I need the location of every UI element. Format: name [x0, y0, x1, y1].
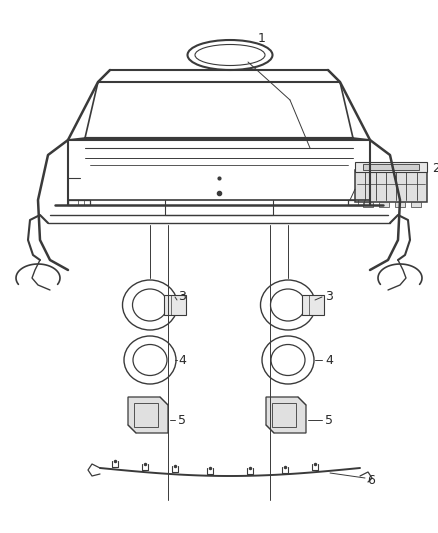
Bar: [411, 202, 421, 207]
Bar: [363, 164, 419, 170]
Text: 3: 3: [178, 290, 186, 303]
Text: 1: 1: [258, 31, 266, 44]
Polygon shape: [266, 397, 306, 433]
Polygon shape: [128, 397, 168, 433]
Bar: [164, 295, 186, 315]
Text: 2: 2: [432, 161, 438, 174]
Text: 3: 3: [325, 290, 333, 303]
Text: 4: 4: [178, 353, 186, 367]
Text: 6: 6: [367, 473, 375, 487]
Bar: [363, 202, 373, 207]
Bar: [355, 170, 427, 202]
Bar: [395, 202, 405, 207]
Bar: [379, 202, 389, 207]
Text: 5: 5: [178, 414, 186, 426]
Text: 5: 5: [325, 414, 333, 426]
Bar: [302, 295, 324, 315]
Text: 4: 4: [325, 353, 333, 367]
Bar: [355, 162, 427, 172]
